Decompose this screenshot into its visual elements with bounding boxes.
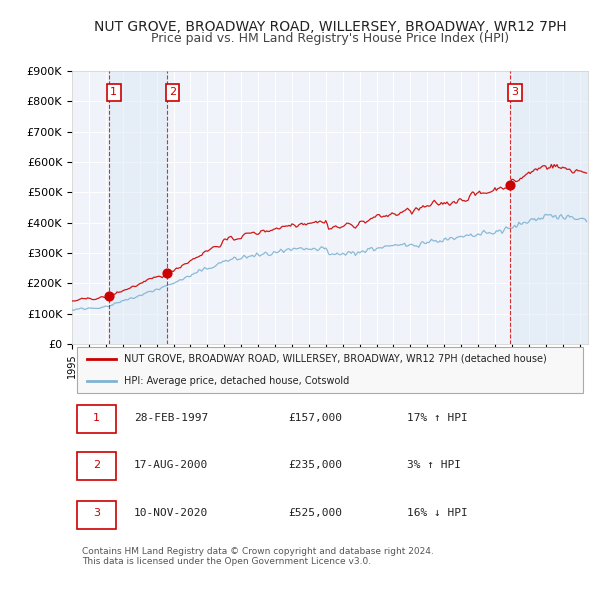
FancyBboxPatch shape [77,405,116,433]
Text: 28-FEB-1997: 28-FEB-1997 [134,412,208,422]
Text: Price paid vs. HM Land Registry's House Price Index (HPI): Price paid vs. HM Land Registry's House … [151,32,509,45]
FancyBboxPatch shape [77,346,583,394]
Text: 3: 3 [511,87,518,97]
Text: 10-NOV-2020: 10-NOV-2020 [134,509,208,519]
Point [505,180,514,189]
Text: 17% ↑ HPI: 17% ↑ HPI [407,412,468,422]
Text: NUT GROVE, BROADWAY ROAD, WILLERSEY, BROADWAY, WR12 7PH: NUT GROVE, BROADWAY ROAD, WILLERSEY, BRO… [94,19,566,34]
Text: 3: 3 [93,509,100,519]
Bar [109,71,167,344]
Point [104,291,113,301]
FancyBboxPatch shape [77,452,116,480]
Text: £235,000: £235,000 [289,460,343,470]
Text: 2: 2 [169,87,176,97]
Text: £525,000: £525,000 [289,509,343,519]
Text: 3% ↑ HPI: 3% ↑ HPI [407,460,461,470]
Text: £157,000: £157,000 [289,412,343,422]
Text: 17-AUG-2000: 17-AUG-2000 [134,460,208,470]
Bar [509,71,588,344]
FancyBboxPatch shape [77,500,116,529]
Text: 16% ↓ HPI: 16% ↓ HPI [407,509,468,519]
Text: HPI: Average price, detached house, Cotswold: HPI: Average price, detached house, Cots… [124,376,349,386]
Point [163,268,172,277]
Text: NUT GROVE, BROADWAY ROAD, WILLERSEY, BROADWAY, WR12 7PH (detached house): NUT GROVE, BROADWAY ROAD, WILLERSEY, BRO… [124,353,547,363]
Text: 1: 1 [93,412,100,422]
Text: Contains HM Land Registry data © Crown copyright and database right 2024.
This d: Contains HM Land Registry data © Crown c… [82,547,434,566]
Text: 2: 2 [92,460,100,470]
Text: 1: 1 [110,87,117,97]
